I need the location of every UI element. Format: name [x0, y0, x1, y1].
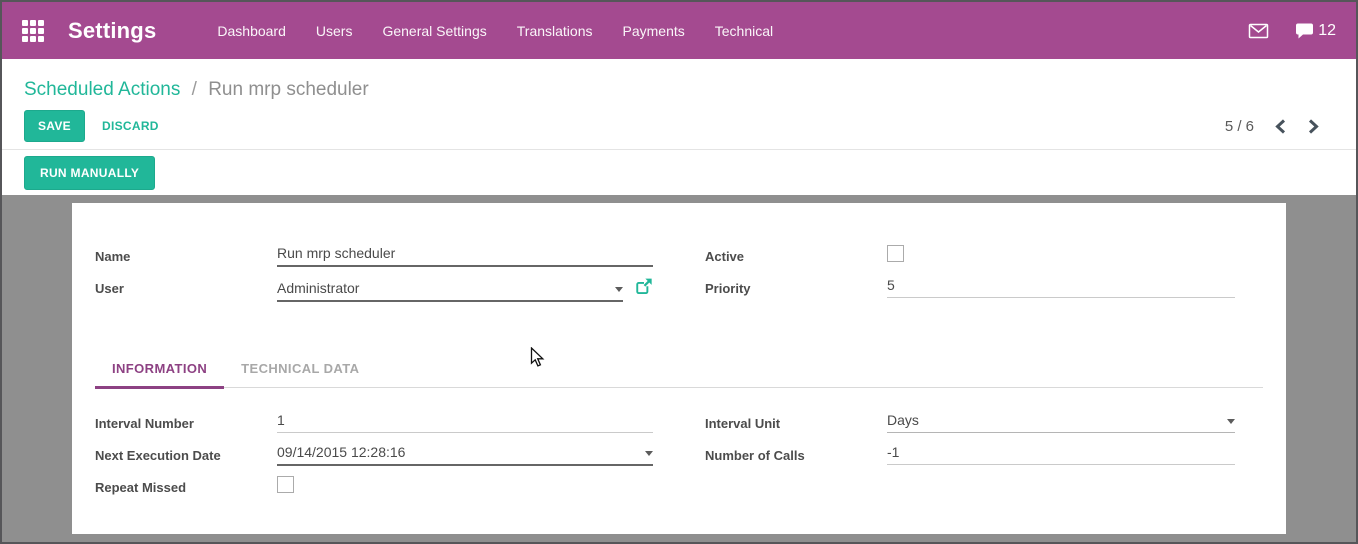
run-manually-button[interactable]: RUN MANUALLY	[24, 155, 156, 190]
interval-unit-dropdown-caret-icon[interactable]	[1227, 419, 1235, 424]
notebook-tabs: INFORMATION TECHNICAL DATA	[95, 351, 1263, 389]
name-input[interactable]: Run mrp scheduler	[277, 245, 653, 267]
app-title[interactable]: Settings	[68, 17, 157, 43]
menu-item-general-settings[interactable]: General Settings	[382, 22, 487, 39]
active-label: Active	[705, 249, 745, 264]
repeat-missed-checkbox[interactable]	[277, 476, 294, 493]
action-button-bar: RUN MANUALLY	[2, 149, 1356, 195]
user-external-link-icon[interactable]	[635, 277, 653, 300]
menu-item-users[interactable]: Users	[315, 22, 353, 39]
name-label: Name	[95, 249, 131, 264]
content-area: Name Run mrp scheduler User Administrato…	[2, 195, 1356, 542]
apps-menu-icon[interactable]	[22, 19, 44, 42]
save-button[interactable]: SAVE	[24, 110, 85, 142]
discard-button[interactable]: DISCARD	[102, 119, 159, 133]
discuss-chat-icon[interactable]: 12	[1295, 22, 1336, 40]
active-checkbox[interactable]	[887, 245, 904, 262]
menu-item-technical[interactable]: Technical	[714, 22, 774, 39]
menu-item-dashboard[interactable]: Dashboard	[217, 22, 286, 39]
user-dropdown-caret-icon[interactable]	[615, 287, 623, 292]
next-execution-date-label: Next Execution Date	[95, 448, 221, 463]
tab-technical-data[interactable]: TECHNICAL DATA	[241, 361, 360, 376]
menu-item-payments[interactable]: Payments	[622, 22, 685, 39]
priority-input[interactable]: 5	[887, 277, 1235, 298]
interval-number-label: Interval Number	[95, 416, 194, 431]
breadcrumb-scheduled-actions[interactable]: Scheduled Actions	[24, 79, 181, 100]
messages-envelope-icon[interactable]	[1248, 22, 1269, 40]
breadcrumb-separator: /	[191, 79, 197, 100]
user-label: User	[95, 281, 124, 296]
interval-number-input[interactable]: 1	[277, 412, 653, 433]
repeat-missed-label: Repeat Missed	[95, 480, 187, 495]
priority-label: Priority	[705, 281, 751, 296]
message-count-badge: 12	[1318, 21, 1336, 39]
menu-item-translations[interactable]: Translations	[516, 22, 593, 39]
pager-count: 5 / 6	[1224, 117, 1254, 135]
tab-information[interactable]: INFORMATION	[95, 351, 225, 389]
interval-unit-label: Interval Unit	[705, 416, 781, 431]
record-pager: 5 / 6	[1225, 118, 1320, 135]
next-execution-date-input[interactable]: 09/14/2015 12:28:16	[277, 444, 653, 466]
top-menu: Dashboard Users General Settings Transla…	[202, 2, 788, 59]
breadcrumb: Scheduled Actions / Run mrp scheduler	[2, 59, 1356, 103]
control-row: SAVE DISCARD 5 / 6	[2, 103, 1356, 149]
interval-unit-select[interactable]: Days	[887, 412, 1235, 433]
top-navbar: Settings Dashboard Users General Setting…	[2, 2, 1356, 59]
pager-previous-icon[interactable]	[1274, 118, 1287, 135]
number-of-calls-label: Number of Calls	[705, 448, 805, 463]
date-dropdown-caret-icon[interactable]	[645, 451, 653, 456]
number-of-calls-input[interactable]: -1	[887, 444, 1235, 465]
form-sheet: Name Run mrp scheduler User Administrato…	[72, 203, 1286, 534]
user-select[interactable]: Administrator	[277, 280, 623, 302]
pager-next-icon[interactable]	[1307, 118, 1320, 135]
breadcrumb-current-record: Run mrp scheduler	[208, 79, 369, 100]
